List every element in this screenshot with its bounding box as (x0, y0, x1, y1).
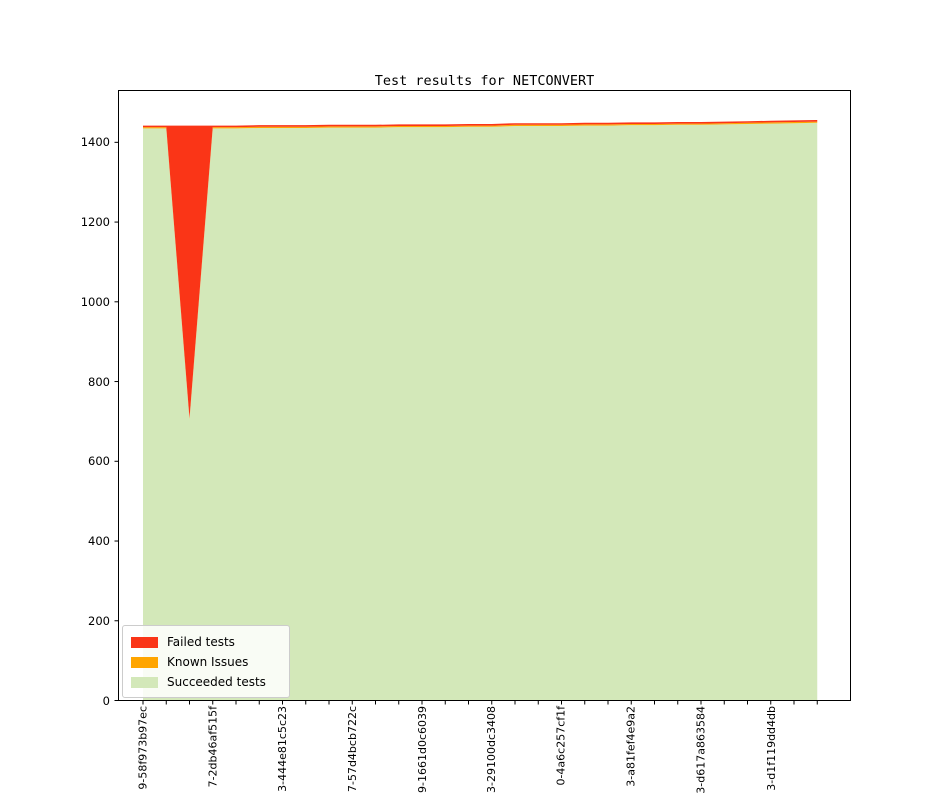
x-tick-label: 3-a81fef4e9a2 (624, 706, 638, 787)
y-tick-label: 400 (88, 534, 110, 549)
y-tick-label: 1000 (80, 294, 110, 309)
legend: Failed tests Known Issues Succeeded tests (122, 625, 290, 698)
chart-title: Test results for NETCONVERT (374, 73, 595, 89)
y-tick-label: 800 (88, 374, 110, 389)
legend-swatch-failed-tests (131, 636, 158, 648)
area-succeeded-tests (143, 122, 818, 701)
area-failed-tests (143, 120, 818, 419)
y-tick-label: 600 (88, 454, 110, 469)
x-tick-label: 3-d617a863584 (694, 706, 708, 794)
y-tick-label: 200 (88, 613, 110, 628)
x-tick-label: 9-58f973b97ec (136, 706, 150, 790)
y-tick-label: 1400 (80, 135, 110, 150)
legend-swatch-known-issues (131, 656, 158, 668)
legend-label-succeeded-tests: Succeeded tests (167, 675, 266, 689)
x-tick-label: 9-1661d0c6039 (415, 706, 429, 793)
y-tick-label: 1200 (80, 215, 110, 230)
legend-label-known-issues: Known Issues (167, 655, 249, 669)
legend-label-failed-tests: Failed tests (167, 635, 235, 649)
x-tick-label: 7-57d4bcb722c (345, 706, 359, 793)
legend-item-succeeded-tests: Succeeded tests (131, 672, 281, 692)
legend-item-known-issues: Known Issues (131, 652, 281, 672)
axes-frame (118, 90, 851, 701)
x-tick-label: 7-2db46af515f (206, 706, 220, 788)
legend-swatch-succeeded-tests (131, 676, 158, 688)
x-tick-label: 3-444e81c5c23 (276, 706, 289, 792)
x-tick-label: 0-4a6c257cf1f (555, 706, 568, 786)
y-tick-label: 0 (102, 693, 110, 708)
legend-item-failed-tests: Failed tests (131, 632, 281, 652)
x-tick-label: 3-29100dc3408 (485, 706, 499, 793)
x-tick-label: 3-d1f119dd4db (764, 706, 778, 791)
